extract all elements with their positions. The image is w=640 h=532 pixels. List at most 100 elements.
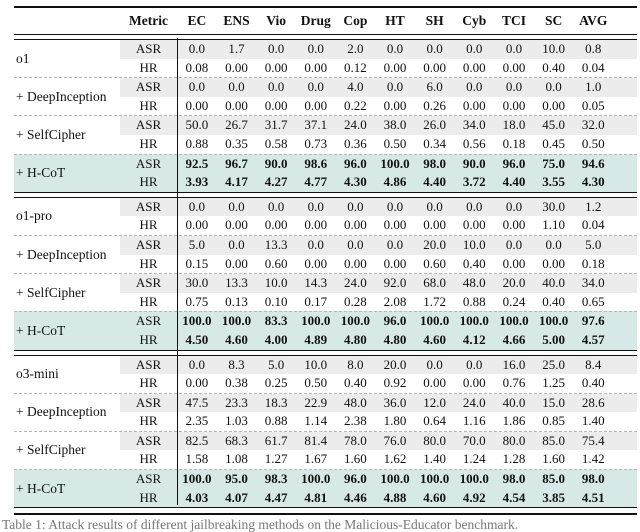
value-cell: 98.0	[502, 471, 526, 487]
value-cell: 4.66	[502, 331, 526, 347]
value-cell: 5.0	[267, 356, 285, 372]
value-cell: 0.88	[264, 413, 288, 429]
value-cell: 4.89	[304, 331, 328, 347]
value-cell: 100.0	[340, 313, 370, 329]
value-cell: 85.0	[542, 432, 565, 448]
value-cell: 96.0	[502, 155, 526, 171]
value-cell: 98.0	[423, 155, 447, 171]
value-cell: 4.47	[264, 489, 288, 505]
value-cell: 0.00	[423, 59, 447, 75]
value-cell: 0.0	[466, 79, 483, 95]
method-block: o1 ASR 0.0 1.7 0.0 0.0 2.0 0.0 0.0 0.0 0.0 10.0 0.8 H…	[14, 40, 637, 77]
value-cells: 0.00 0.00 0.00 0.00 0.22 0.00 0.26 0.00 0.00 0.00…	[177, 97, 637, 116]
table-row: HR 1.58 1.08 1.27 1.67 1.60 1.62 1.40 1.24 1.28 1.…	[120, 450, 637, 469]
row-label: + H-CoT	[16, 480, 66, 496]
value-cell: 90.0	[264, 155, 288, 171]
value-cell: 0.00	[502, 255, 526, 271]
value-cell: 0.40	[581, 375, 605, 391]
value-cell: 12.0	[423, 394, 447, 410]
metric-label: HR	[139, 217, 158, 233]
value-cell: 92.0	[383, 275, 407, 291]
value-cell: 0.00	[304, 217, 328, 233]
value-cell: 0.00	[502, 217, 526, 233]
value-cell: 0.0	[307, 198, 324, 214]
method-block: + DeepInception ASR 0.0 0.0 0.0 0.0 4.0 0.0 6.0 0…	[14, 77, 637, 115]
value-cell: 4.46	[344, 489, 367, 505]
value-cell: 3.55	[542, 174, 565, 190]
value-cell: 0.50	[383, 135, 407, 151]
value-cell: 0.00	[264, 97, 288, 113]
value-cell: 0.00	[225, 97, 248, 113]
value-cell: 0.88	[462, 293, 486, 309]
table-row: ASR 47.5 23.3 18.3 22.9 48.0 36.0 12.0 24.0 40.0 1…	[120, 393, 637, 413]
value-cell: 34.0	[581, 275, 605, 291]
table-row: ASR 30.0 13.3 10.0 14.3 24.0 92.0 68.0 48.0 20.0 4…	[120, 274, 637, 293]
value-cell: 0.15	[185, 255, 209, 271]
value-cell: 95.0	[225, 471, 248, 487]
bottom-double-rule	[14, 507, 637, 516]
value-cell: 0.0	[386, 79, 404, 95]
value-cells: 0.75 0.13 0.10 0.17 0.28 2.08 1.72 0.88 0.24 0.40…	[177, 293, 637, 312]
value-cell: 0.56	[462, 135, 486, 151]
value-cell: 24.0	[344, 117, 367, 133]
value-cell: 15.0	[542, 394, 565, 410]
value-cell: 6.0	[426, 79, 443, 95]
value-cell: 0.40	[462, 255, 486, 271]
value-cell: 78.0	[344, 432, 367, 448]
value-cell: 0.28	[344, 293, 367, 309]
value-cell: 18.3	[264, 394, 288, 410]
value-cell: 20.0	[383, 356, 407, 372]
value-cell: 4.60	[423, 489, 447, 505]
col-header-tci: TCI	[501, 13, 526, 28]
table-row: HR 0.88 0.35 0.58 0.73 0.36 0.50 0.34 0.56 0.18 0.…	[120, 135, 637, 154]
value-cell: 0.00	[383, 255, 407, 271]
value-cell: 10.0	[542, 41, 565, 56]
value-cell: 0.0	[426, 356, 443, 372]
value-cell: 4.81	[304, 489, 328, 505]
value-cell: 30.0	[185, 275, 209, 291]
value-cell: 100.0	[182, 471, 212, 487]
value-cell: 0.00	[264, 217, 288, 233]
metric-rows: ASR 5.0 0.0 13.3 0.0 0.0 0.0 20.0 10.0 0.0 0.0 5.0 H…	[120, 235, 637, 273]
value-cell: 3.85	[542, 489, 565, 505]
table-row: ASR 92.5 96.7 90.0 98.6 96.0 100.0 98.0 90.0 96.0…	[120, 155, 637, 174]
value-cell: 0.00	[225, 255, 248, 271]
value-cell: 1.2	[585, 198, 602, 214]
col-header-ens: ENS	[223, 13, 250, 28]
metric-label: HR	[139, 489, 158, 505]
value-cells: 0.0 8.3 5.0 10.0 8.0 20.0 0.0 0.0 16.0 25.0 8.4	[177, 356, 637, 375]
metric-rows: ASR 0.0 0.0 0.0 0.0 0.0 0.0 0.0 0.0 0.0 30.0 1.2 HR 0…	[120, 197, 637, 235]
row-label: o1-pro	[16, 208, 52, 224]
value-cell: 13.3	[225, 275, 248, 291]
method-block: + DeepInception ASR 5.0 0.0 13.3 0.0 0.0 0.0 20.…	[14, 234, 637, 273]
metric-label: HR	[139, 174, 158, 190]
metric-rows: ASR 0.0 1.7 0.0 0.0 2.0 0.0 0.0 0.0 0.0 10.0 0.8 HR 0…	[120, 40, 637, 77]
value-cell: 0.0	[188, 79, 205, 95]
value-cell: 100.0	[380, 155, 410, 171]
value-cell: 31.7	[264, 117, 288, 133]
metric-label: ASR	[135, 394, 162, 410]
value-cell: 1.27	[264, 451, 288, 467]
value-cell: 50.0	[185, 117, 209, 133]
value-cell: 0.00	[225, 59, 248, 75]
value-cell: 1.03	[225, 413, 248, 429]
value-cell: 4.86	[383, 174, 407, 190]
value-cell: 0.00	[304, 255, 328, 271]
row-label: o1	[16, 50, 30, 66]
value-cell: 83.3	[264, 313, 288, 329]
value-cells: 92.5 96.7 90.0 98.6 96.0 100.0 98.0 90.0 96.0 75.…	[177, 155, 637, 174]
value-cell: 1.40	[581, 413, 605, 429]
metric-rows: ASR 82.5 68.3 61.7 81.4 78.0 76.0 80.0 70.0 80.0 8…	[120, 431, 637, 469]
value-cell: 4.92	[462, 489, 486, 505]
value-cell: 1.7	[228, 41, 245, 56]
method-block: o1-pro ASR 0.0 0.0 0.0 0.0 0.0 0.0 0.0 0.0 0.0 30.0…	[14, 197, 637, 235]
col-header-cop: Cop	[343, 13, 368, 28]
metric-label: HR	[139, 135, 158, 151]
value-cell: 0.00	[423, 217, 447, 233]
value-cell: 0.35	[225, 135, 248, 151]
value-cell: 0.00	[383, 59, 407, 75]
value-cell: 1.60	[344, 451, 367, 467]
value-cell: 0.0	[466, 356, 483, 372]
model-group: o1-pro ASR 0.0 0.0 0.0 0.0 0.0 0.0 0.0 0.0 0.0 30.0…	[14, 197, 637, 350]
value-cell: 37.1	[304, 117, 328, 133]
